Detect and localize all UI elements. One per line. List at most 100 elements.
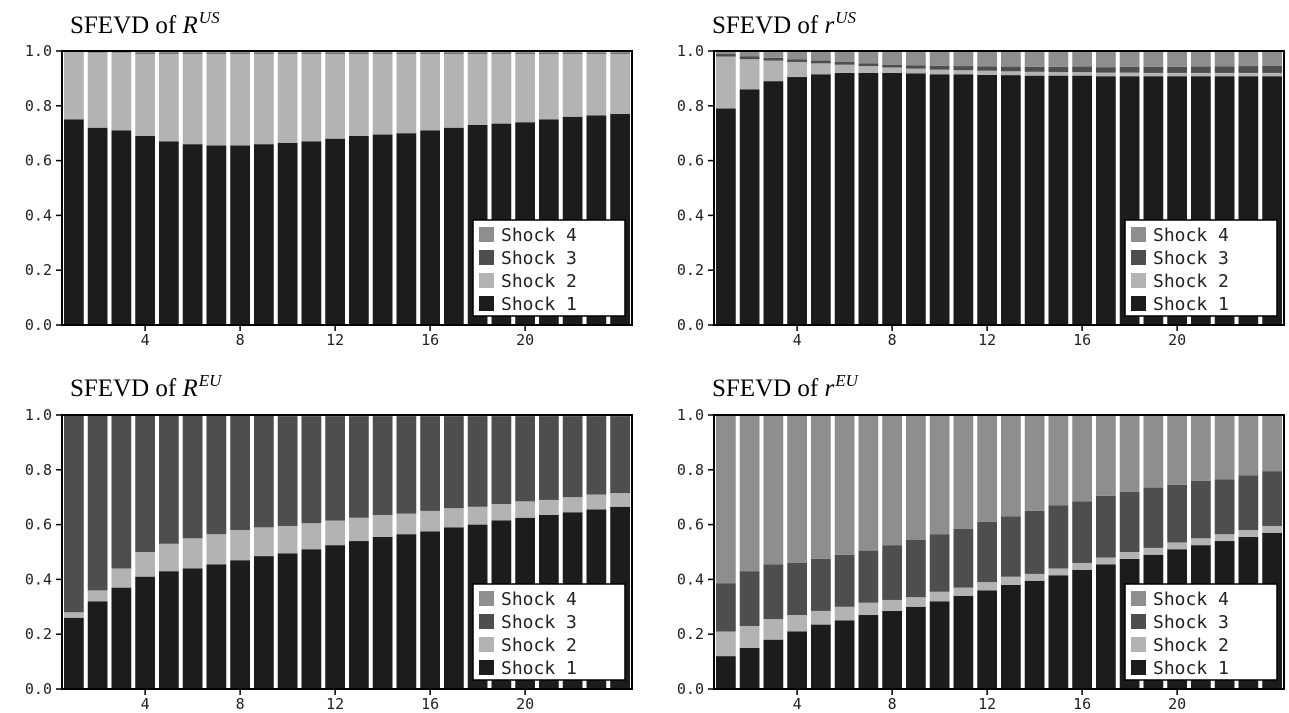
bar-segment-shock-3 — [763, 564, 784, 620]
y-tick-label: 0.4 — [25, 206, 52, 224]
legend-swatch — [479, 614, 494, 629]
y-tick-label: 0.4 — [25, 570, 52, 588]
bar-segment-shock-3 — [906, 65, 926, 69]
legend-label: Shock 2 — [1153, 271, 1229, 292]
bar-segment-shock-2 — [87, 590, 108, 602]
chart-title: SFEVD of REU — [70, 371, 223, 402]
bar-segment-shock-3 — [610, 52, 630, 54]
bar-segment-shock-2 — [539, 53, 559, 120]
legend-label: Shock 4 — [1153, 225, 1229, 246]
bar-segment-shock-3 — [277, 52, 298, 54]
bar-segment-shock-1 — [787, 631, 807, 689]
bar-segment-shock-3 — [372, 52, 393, 54]
bar-segment-shock-2 — [277, 53, 298, 143]
bar-segment-shock-4 — [763, 51, 784, 58]
bar-segment-shock-4 — [1096, 415, 1116, 496]
bar-segment-shock-3 — [1048, 66, 1069, 73]
y-tick-label: 0.6 — [25, 152, 52, 170]
axes-frame — [713, 50, 1285, 326]
bar-segment-shock-3 — [467, 416, 488, 507]
bar-segment-shock-1 — [135, 576, 155, 689]
legend-swatch — [479, 591, 494, 606]
bar-segment-shock-1 — [834, 620, 855, 689]
bar-segment-shock-3 — [1001, 66, 1021, 72]
bar-segment-shock-2 — [349, 517, 369, 542]
bar-segment-shock-3 — [444, 52, 464, 54]
bar-segment-shock-3 — [254, 415, 274, 528]
bar-segment-shock-1 — [206, 564, 227, 689]
bar-segment-shock-2 — [953, 70, 974, 75]
title-superscript: EU — [198, 371, 223, 390]
bar-segment-shock-3 — [87, 51, 108, 53]
bar-segment-shock-4 — [1119, 51, 1140, 67]
bar-segment-shock-1 — [1072, 75, 1092, 325]
bar-segment-shock-2 — [254, 527, 274, 557]
bar-segment-shock-2 — [787, 615, 807, 632]
x-tick-label: 20 — [1168, 695, 1186, 713]
bar-segment-shock-1 — [953, 74, 974, 325]
bar-segment-shock-2 — [811, 610, 831, 625]
bar-segment-shock-1 — [420, 531, 440, 689]
bar-segment-shock-1 — [929, 601, 950, 689]
bar-segment-shock-3 — [610, 416, 630, 494]
bar-segment-shock-3 — [111, 51, 132, 53]
legend-swatch — [1131, 273, 1146, 288]
x-tick-label: 4 — [793, 331, 802, 349]
x-tick-label: 12 — [978, 331, 996, 349]
bar-segment-shock-1 — [230, 145, 250, 325]
bar-segment-shock-4 — [739, 51, 760, 57]
title-superscript: US — [835, 8, 856, 27]
bar-segment-shock-4 — [858, 415, 879, 551]
bar-segment-shock-2 — [834, 606, 855, 621]
bar-segment-shock-3 — [811, 60, 831, 64]
chart-title: SFEVD of rEU — [712, 371, 860, 402]
bar-segment-shock-2 — [929, 591, 950, 602]
bar-segment-shock-3 — [135, 415, 155, 552]
bar-segment-shock-3 — [491, 52, 512, 54]
bar-segment-shock-4 — [716, 415, 736, 584]
legend-label: Shock 3 — [501, 612, 577, 633]
bar-segment-shock-3 — [1167, 66, 1187, 73]
bar-segment-shock-3 — [515, 416, 535, 502]
bar-segment-shock-1 — [159, 141, 179, 325]
legend-swatch — [479, 637, 494, 652]
bar-segment-shock-3 — [1262, 65, 1282, 73]
bar-segment-shock-2 — [1143, 72, 1164, 77]
bar-segment-shock-3 — [929, 534, 950, 592]
bar-segment-shock-3 — [467, 52, 488, 54]
chart-panel-3: SFEVD of REU 0.0 0.2 0.4 0.6 0.8 1.0 4 8 12 16 20 Sh… — [25, 371, 633, 713]
bar-segment-shock-3 — [1119, 66, 1140, 73]
bar-segment-shock-1 — [206, 145, 227, 325]
y-tick-label: 0.8 — [25, 97, 52, 115]
bar-segment-shock-1 — [882, 610, 902, 689]
bar-segment-shock-3 — [539, 52, 559, 54]
bar-segment-shock-1 — [716, 108, 736, 325]
bar-segment-shock-1 — [277, 553, 298, 689]
bar-segment-shock-2 — [716, 56, 736, 109]
title-variable: r — [825, 375, 835, 402]
legend-swatch — [479, 227, 494, 242]
bar-segment-shock-3 — [562, 416, 583, 498]
bar-segment-shock-1 — [159, 571, 179, 689]
bar-segment-shock-1 — [135, 135, 155, 325]
bar-segment-shock-3 — [420, 416, 440, 511]
bar-segment-shock-4 — [1143, 415, 1164, 488]
bar-segment-shock-1 — [182, 568, 203, 689]
bar-segment-shock-4 — [1262, 415, 1282, 472]
bar-segment-shock-1 — [87, 601, 108, 689]
bar-segment-shock-3 — [1143, 66, 1164, 73]
bar-segment-shock-3 — [1214, 66, 1235, 73]
bar-segment-shock-2 — [811, 63, 831, 75]
bar-segment-shock-4 — [1191, 415, 1211, 481]
bar-segment-shock-2 — [763, 619, 784, 640]
bar-segment-shock-3 — [206, 415, 227, 535]
bar-segment-shock-3 — [929, 65, 950, 70]
bar-segment-shock-1 — [1024, 75, 1045, 325]
bar-segment-shock-4 — [1024, 415, 1045, 511]
bar-segment-shock-3 — [277, 416, 298, 526]
x-tick-label: 8 — [888, 331, 897, 349]
bar-segment-shock-2 — [1024, 573, 1045, 581]
title-prefix: SFEVD of — [712, 12, 825, 39]
bar-segment-shock-1 — [372, 134, 393, 325]
bar-segment-shock-3 — [834, 554, 855, 607]
